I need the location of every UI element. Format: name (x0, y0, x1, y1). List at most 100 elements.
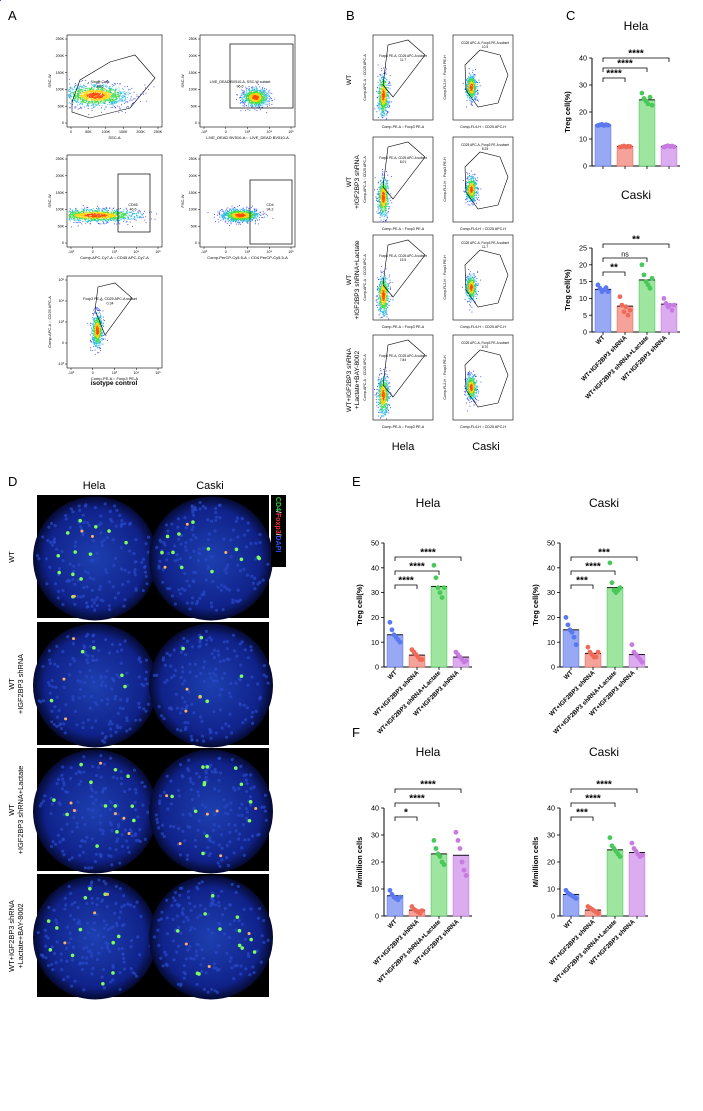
flow-event-dot (104, 98, 106, 100)
flow-gate (71, 54, 156, 119)
flow-event-dot (249, 105, 251, 107)
flow-event-dot (128, 106, 129, 108)
flow-event-dot (97, 343, 99, 345)
flow-event-dot (252, 215, 254, 217)
flow-xtick-label: -10³ (68, 250, 75, 254)
flow-event-dot (243, 209, 245, 211)
flow-event-dot (94, 211, 96, 213)
flow-event-dot (255, 219, 256, 221)
flow-event-dot (109, 103, 111, 105)
flow-event-dot (74, 97, 76, 99)
flow-event-dot (140, 216, 142, 218)
flow-event-dot (102, 89, 104, 91)
flow-event-dot (108, 215, 110, 217)
flow-event-dot (245, 216, 247, 218)
flow-event-dot (80, 106, 81, 108)
flow-event-dot (250, 96, 252, 98)
flow-event-dot (83, 218, 85, 220)
flow-event-dot (107, 211, 109, 212)
flow-event-dot (261, 96, 263, 98)
flow-event-dot (97, 340, 99, 342)
flow-event-dot (105, 207, 107, 208)
flow-event-dot (69, 96, 71, 98)
flow-event-dot (71, 99, 73, 101)
flow-event-dot (101, 210, 103, 211)
panel-letter-c: C (566, 8, 575, 23)
flow-xtick-label: 200K (136, 130, 145, 134)
flow-event-dot (257, 105, 259, 107)
flow-event-dot (72, 214, 74, 216)
flow-event-dot (82, 95, 84, 97)
flow-event-dot (105, 105, 107, 107)
flow-event-dot (68, 94, 70, 96)
flow-event-dot (120, 217, 122, 219)
flow-event-dot (74, 212, 76, 213)
flow-event-dot (246, 93, 247, 95)
flow-event-dot (100, 93, 102, 94)
flow-event-dot (220, 219, 222, 221)
flow-event-dot (241, 217, 243, 219)
flow-event-dot (79, 212, 81, 214)
flow-event-dot (98, 213, 100, 215)
flow-event-dot (75, 96, 77, 98)
flow-event-dot (82, 212, 84, 214)
flow-event-dot (87, 221, 89, 223)
flow-event-dot (111, 215, 113, 217)
flow-event-dot (100, 98, 102, 100)
flow-event-dot (79, 104, 81, 106)
flow-event-dot (76, 101, 78, 103)
flow-event-dot (88, 94, 90, 95)
flow-event-dot (243, 216, 245, 218)
flow-event-dot (106, 99, 107, 101)
flow-event-dot (114, 94, 116, 96)
flow-event-dot (253, 209, 255, 210)
flow-event-dot (246, 87, 248, 89)
flow-event-dot (83, 87, 85, 89)
flow-event-dot (245, 88, 247, 90)
flow-event-dot (112, 213, 114, 214)
flow-event-dot (251, 97, 253, 99)
flow-event-dot (124, 213, 126, 215)
flow-event-dot (84, 101, 86, 103)
flow-event-dot (128, 214, 130, 216)
flow-event-dot (102, 94, 104, 96)
flow-event-dot (78, 88, 80, 90)
flow-event-dot (123, 212, 125, 214)
flow-event-dot (110, 216, 112, 218)
flow-event-dot (116, 96, 118, 98)
flow-event-dot (223, 212, 225, 214)
flow-event-dot (83, 101, 84, 103)
flow-event-dot (226, 215, 228, 217)
flow-event-dot (114, 217, 116, 219)
flow-event-dot (248, 92, 250, 94)
flow-event-dot (70, 214, 71, 216)
flow-event-dot (260, 97, 262, 99)
flow-event-dot (79, 217, 81, 219)
flow-event-dot (85, 212, 87, 214)
flow-event-dot (234, 213, 236, 215)
flow-event-dot (247, 98, 249, 100)
flow-event-dot (95, 324, 96, 326)
flow-event-dot (238, 223, 240, 225)
flow-event-dot (85, 99, 87, 100)
flow-event-dot (234, 216, 236, 218)
flow-event-dot (253, 93, 255, 95)
flow-event-dot (245, 212, 247, 214)
flow-event-dot (256, 89, 258, 91)
flow-event-dot (229, 209, 230, 211)
flow-ytick-label: 100K (189, 88, 198, 92)
flow-event-dot (113, 219, 115, 220)
flow-event-dot (115, 89, 116, 91)
flow-event-dot (90, 99, 92, 101)
flow-event-dot (96, 209, 98, 211)
flow-event-dot (110, 219, 112, 221)
flow-event-dot (263, 97, 265, 99)
flow-event-dot (123, 213, 125, 215)
flow-ytick-label: 200K (189, 54, 198, 58)
flow-event-dot (110, 95, 112, 97)
flow-event-dot (124, 92, 126, 94)
flow-event-dot (245, 101, 247, 103)
flow-event-dot (234, 218, 236, 220)
flow-event-dot (245, 215, 247, 216)
